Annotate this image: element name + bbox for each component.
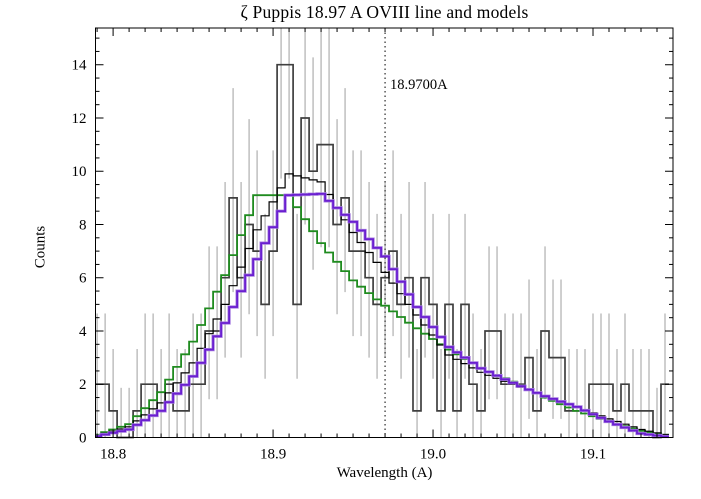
svg-text:8: 8 xyxy=(79,217,87,233)
svg-text:14: 14 xyxy=(72,58,88,74)
svg-text:2: 2 xyxy=(79,377,87,393)
svg-text:18.9: 18.9 xyxy=(260,447,286,463)
svg-text:4: 4 xyxy=(79,324,87,340)
svg-text:10: 10 xyxy=(72,164,87,180)
y-axis-label: Counts xyxy=(32,225,49,269)
x-axis-label: Wavelength (A) xyxy=(336,465,433,481)
reference-line-label: 18.9700A xyxy=(390,77,448,93)
svg-text:19.0: 19.0 xyxy=(420,447,446,463)
svg-text:18.8: 18.8 xyxy=(100,447,126,463)
svg-text:19.1: 19.1 xyxy=(580,447,606,463)
chart-title: ζ Puppis 18.97 A OVIII line and models xyxy=(240,2,529,22)
svg-text:6: 6 xyxy=(79,271,87,287)
svg-text:0: 0 xyxy=(79,431,87,447)
svg-text:12: 12 xyxy=(72,111,87,127)
